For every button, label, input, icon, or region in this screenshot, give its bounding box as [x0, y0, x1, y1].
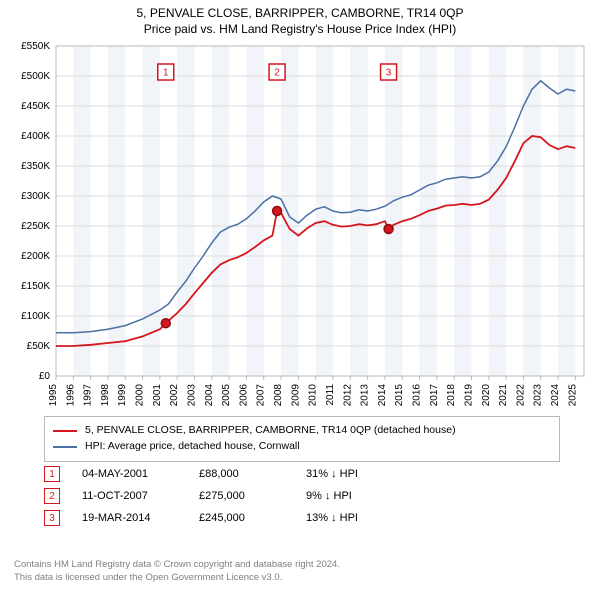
x-axis-label: 2020 [481, 384, 492, 407]
x-axis-label: 2012 [342, 384, 353, 407]
transaction-date: 19-MAR-2014 [82, 512, 177, 524]
transaction-row: 3 19-MAR-2014 £245,000 13% ↓ HPI [44, 510, 406, 526]
transaction-row: 2 11-OCT-2007 £275,000 9% ↓ HPI [44, 488, 406, 504]
legend-label: 5, PENVALE CLOSE, BARRIPPER, CAMBORNE, T… [85, 423, 456, 439]
transaction-price: £245,000 [199, 512, 284, 524]
y-axis-label: £300K [21, 191, 50, 202]
y-axis-label: £100K [21, 311, 50, 322]
legend-swatch [53, 430, 77, 432]
transaction-date: 04-MAY-2001 [82, 468, 177, 480]
x-axis-label: 2009 [290, 384, 301, 407]
x-axis-label: 2017 [429, 384, 440, 407]
y-axis-label: £50K [27, 341, 51, 352]
x-axis-label: 2001 [152, 384, 163, 407]
x-axis-label: 1996 [65, 384, 76, 407]
transaction-badge: 1 [44, 466, 60, 482]
footer-line-2: This data is licensed under the Open Gov… [14, 572, 340, 584]
x-axis-label: 2019 [463, 384, 474, 407]
x-axis-label: 2014 [377, 384, 388, 407]
x-axis-label: 2003 [186, 384, 197, 407]
x-axis-label: 2016 [412, 384, 423, 407]
x-axis-label: 2024 [550, 384, 561, 407]
x-axis-label: 2018 [446, 384, 457, 407]
transaction-marker-number: 1 [163, 68, 169, 79]
x-axis-label: 2002 [169, 384, 180, 407]
transaction-price: £88,000 [199, 468, 284, 480]
transaction-marker-number: 3 [386, 68, 392, 79]
transaction-diff: 31% ↓ HPI [306, 468, 406, 480]
legend-row: HPI: Average price, detached house, Corn… [53, 439, 551, 455]
x-axis-label: 2022 [515, 384, 526, 407]
y-axis-label: £200K [21, 251, 50, 262]
transaction-point [161, 319, 170, 328]
legend-row: 5, PENVALE CLOSE, BARRIPPER, CAMBORNE, T… [53, 423, 551, 439]
y-axis-label: £400K [21, 131, 50, 142]
x-axis-label: 2005 [221, 384, 232, 407]
x-axis-label: 2006 [238, 384, 249, 407]
chart-subtitle: Price paid vs. HM Land Registry's House … [0, 22, 600, 36]
transaction-row: 1 04-MAY-2001 £88,000 31% ↓ HPI [44, 466, 406, 482]
y-axis-label: £450K [21, 101, 50, 112]
x-axis-label: 1995 [48, 384, 59, 407]
transaction-price: £275,000 [199, 490, 284, 502]
x-axis-label: 2023 [533, 384, 544, 407]
y-axis-label: £500K [21, 71, 50, 82]
y-axis-label: £250K [21, 221, 50, 232]
x-axis-label: 2013 [360, 384, 371, 407]
x-axis-label: 2025 [567, 384, 578, 407]
chart-area: £0 £50K £100K £150K £200K £250K £300K £350K £400… [8, 40, 592, 410]
footer-line-1: Contains HM Land Registry data © Crown c… [14, 559, 340, 571]
y-axis-label: £150K [21, 281, 50, 292]
y-axis-label: £350K [21, 161, 50, 172]
transaction-marker-number: 2 [274, 68, 280, 79]
x-axis-label: 2015 [394, 384, 405, 407]
x-axis-label: 2021 [498, 384, 509, 407]
legend-label: HPI: Average price, detached house, Corn… [85, 439, 300, 455]
transaction-badge: 3 [44, 510, 60, 526]
x-axis-label: 2010 [308, 384, 319, 407]
legend-swatch [53, 446, 77, 448]
y-axis-label: £0 [39, 371, 51, 382]
x-axis-label: 2008 [273, 384, 284, 407]
footer-attribution: Contains HM Land Registry data © Crown c… [14, 559, 340, 584]
line-chart: £0 £50K £100K £150K £200K £250K £300K £350K £400… [8, 40, 592, 410]
x-axis-label: 2011 [325, 384, 336, 406]
x-axis-label: 1999 [117, 384, 128, 407]
transaction-badge: 2 [44, 488, 60, 504]
x-axis-label: 1998 [100, 384, 111, 407]
transaction-table: 1 04-MAY-2001 £88,000 31% ↓ HPI 2 11-OCT-2007… [44, 466, 406, 532]
x-axis-label: 2007 [256, 384, 267, 407]
x-axis-label: 2000 [135, 384, 146, 407]
chart-title: 5, PENVALE CLOSE, BARRIPPER, CAMBORNE, T… [0, 6, 600, 20]
x-axis-label: 1997 [83, 384, 94, 407]
transaction-diff: 9% ↓ HPI [306, 490, 406, 502]
transaction-point [384, 225, 393, 234]
transaction-date: 11-OCT-2007 [82, 490, 177, 502]
y-axis-label: £550K [21, 41, 50, 52]
transaction-point [273, 207, 282, 216]
x-axis-label: 2004 [204, 384, 215, 407]
legend: 5, PENVALE CLOSE, BARRIPPER, CAMBORNE, T… [44, 416, 560, 462]
transaction-diff: 13% ↓ HPI [306, 512, 406, 524]
